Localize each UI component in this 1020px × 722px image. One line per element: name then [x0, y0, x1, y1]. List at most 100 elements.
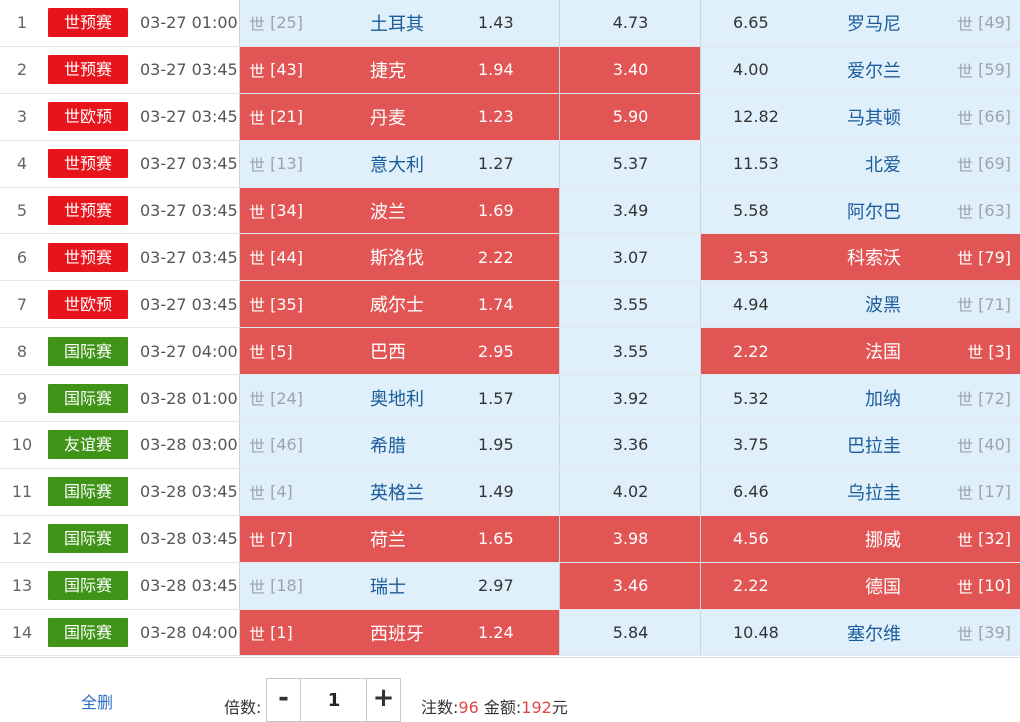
match-time: 03-27 03:45	[140, 154, 238, 174]
amount-label: 金额:	[483, 698, 522, 717]
league-badge[interactable]: 友谊赛	[48, 430, 128, 460]
league-badge[interactable]: 国际赛	[48, 336, 128, 366]
home-win-odds: 2.97	[478, 576, 514, 596]
away-win-option[interactable]: 4.56 挪威 世 [32]	[700, 515, 1020, 562]
league-badge[interactable]: 国际赛	[48, 524, 128, 554]
home-team: 巴西	[370, 342, 406, 364]
league-badge[interactable]: 世预赛	[48, 8, 128, 38]
draw-odds: 4.02	[612, 482, 649, 502]
away-win-option[interactable]: 5.32 加纳 世 [72]	[700, 375, 1020, 422]
draw-odds: 3.36	[612, 435, 649, 455]
league-badge[interactable]: 国际赛	[48, 383, 128, 413]
draw-option[interactable]: 4.02	[559, 468, 700, 515]
home-team: 意大利	[370, 154, 424, 176]
draw-option[interactable]: 4.73	[559, 0, 700, 46]
home-win-option[interactable]: 世 [4] 英格兰 1.49	[239, 468, 559, 515]
away-win-option[interactable]: 2.22 德国 世 [10]	[700, 562, 1020, 609]
draw-odds: 3.92	[612, 388, 649, 408]
league-cell: 世预赛	[48, 0, 128, 46]
match-row: 5 世预赛 03-27 03:45 世 [34] 波兰 1.69 3.49 5.58 阿尔巴 世 …	[0, 187, 1020, 235]
away-win-option[interactable]: 3.53 科索沃 世 [79]	[700, 234, 1020, 281]
away-win-option[interactable]: 5.58 阿尔巴 世 [63]	[700, 187, 1020, 234]
match-time: 03-28 04:00	[140, 623, 238, 643]
away-win-option[interactable]: 12.82 马其顿 世 [66]	[700, 93, 1020, 140]
draw-option[interactable]: 5.84	[559, 609, 700, 656]
home-win-option[interactable]: 世 [5] 巴西 2.95	[239, 328, 559, 375]
away-win-option[interactable]: 4.94 波黑 世 [71]	[700, 281, 1020, 328]
league-badge[interactable]: 国际赛	[48, 571, 128, 601]
away-win-odds: 4.56	[733, 529, 769, 549]
home-win-option[interactable]: 世 [25] 土耳其 1.43	[239, 0, 559, 46]
row-number: 11	[11, 482, 33, 502]
league-badge[interactable]: 世预赛	[48, 196, 128, 225]
away-rank: 世 [10]	[957, 576, 1011, 597]
draw-option[interactable]: 5.90	[559, 93, 700, 140]
away-win-option[interactable]: 11.53 北爱 世 [69]	[700, 140, 1020, 187]
match-row: 2 世预赛 03-27 03:45 世 [43] 捷克 1.94 3.40 4.00 爱尔兰 世 …	[0, 46, 1020, 94]
row-number: 4	[16, 154, 28, 174]
home-team: 希腊	[370, 435, 406, 457]
league-badge[interactable]: 国际赛	[48, 477, 128, 507]
league-badge[interactable]: 世预赛	[48, 149, 128, 179]
league-badge[interactable]: 世预赛	[48, 242, 128, 272]
home-win-option[interactable]: 世 [13] 意大利 1.27	[239, 140, 559, 187]
home-win-option[interactable]: 世 [21] 丹麦 1.23	[239, 93, 559, 140]
home-win-option[interactable]: 世 [46] 希腊 1.95	[239, 422, 559, 468]
home-win-odds: 2.95	[478, 341, 514, 361]
away-win-option[interactable]: 6.65 罗马尼 世 [49]	[700, 0, 1020, 46]
league-badge[interactable]: 世预赛	[48, 55, 128, 85]
home-win-option[interactable]: 世 [43] 捷克 1.94	[239, 46, 559, 93]
draw-option[interactable]: 3.55	[559, 281, 700, 328]
away-rank: 世 [79]	[957, 247, 1011, 269]
home-win-option[interactable]: 世 [24] 奥地利 1.57	[239, 375, 559, 422]
home-rank: 世 [1]	[249, 623, 293, 644]
away-win-option[interactable]: 3.75 巴拉圭 世 [40]	[700, 422, 1020, 468]
increment-button[interactable]: +	[366, 679, 400, 721]
away-win-odds: 2.22	[733, 341, 769, 361]
away-win-option[interactable]: 6.46 乌拉圭 世 [17]	[700, 468, 1020, 515]
away-rank: 世 [32]	[957, 529, 1011, 550]
home-team: 土耳其	[370, 13, 424, 35]
home-win-odds: 1.57	[478, 388, 514, 408]
away-win-option[interactable]: 2.22 法国 世 [3]	[700, 328, 1020, 375]
draw-odds: 3.07	[612, 247, 649, 267]
home-rank: 世 [46]	[249, 435, 303, 456]
match-time: 03-27 03:45	[140, 201, 238, 220]
home-win-option[interactable]: 世 [1] 西班牙 1.24	[239, 609, 559, 656]
draw-option[interactable]: 3.49	[559, 187, 700, 234]
draw-option[interactable]: 3.40	[559, 46, 700, 93]
home-win-option[interactable]: 世 [18] 瑞士 2.97	[239, 562, 559, 609]
clear-all-button[interactable]: 全删	[81, 693, 114, 712]
match-time: 03-28 03:45	[140, 529, 238, 549]
home-win-odds: 2.22	[478, 247, 514, 267]
home-win-option[interactable]: 世 [44] 斯洛伐 2.22	[239, 234, 559, 281]
away-rank: 世 [72]	[957, 388, 1011, 410]
league-badge[interactable]: 世欧预	[48, 289, 128, 319]
draw-option[interactable]: 3.92	[559, 375, 700, 422]
league-badge[interactable]: 国际赛	[48, 618, 128, 648]
home-win-odds: 1.43	[478, 13, 514, 33]
league-cell: 国际赛	[48, 375, 128, 421]
decrement-button[interactable]: -	[267, 679, 301, 721]
multiplier-label: 倍数:	[224, 698, 262, 717]
home-rank: 世 [7]	[249, 529, 293, 550]
multiplier-input[interactable]	[302, 679, 366, 721]
away-win-odds: 10.48	[733, 623, 779, 643]
draw-option[interactable]: 3.98	[559, 515, 700, 562]
home-win-odds: 1.94	[478, 60, 514, 80]
match-row: 4 世预赛 03-27 03:45 世 [13] 意大利 1.27 5.37 11.53 北爱 世…	[0, 140, 1020, 188]
home-win-option[interactable]: 世 [7] 荷兰 1.65	[239, 515, 559, 562]
away-win-odds: 11.53	[733, 154, 779, 174]
draw-option[interactable]: 3.46	[559, 562, 700, 609]
bet-summary: 注数:96 金额:192元	[421, 694, 568, 718]
draw-option[interactable]: 3.07	[559, 234, 700, 281]
row-number: 8	[16, 341, 28, 361]
away-win-option[interactable]: 4.00 爱尔兰 世 [59]	[700, 46, 1020, 93]
draw-option[interactable]: 5.37	[559, 140, 700, 187]
home-win-option[interactable]: 世 [34] 波兰 1.69	[239, 187, 559, 234]
home-win-option[interactable]: 世 [35] 威尔士 1.74	[239, 281, 559, 328]
draw-option[interactable]: 3.36	[559, 422, 700, 468]
league-badge[interactable]: 世欧预	[48, 102, 128, 132]
draw-option[interactable]: 3.55	[559, 328, 700, 375]
away-win-option[interactable]: 10.48 塞尔维 世 [39]	[700, 609, 1020, 656]
